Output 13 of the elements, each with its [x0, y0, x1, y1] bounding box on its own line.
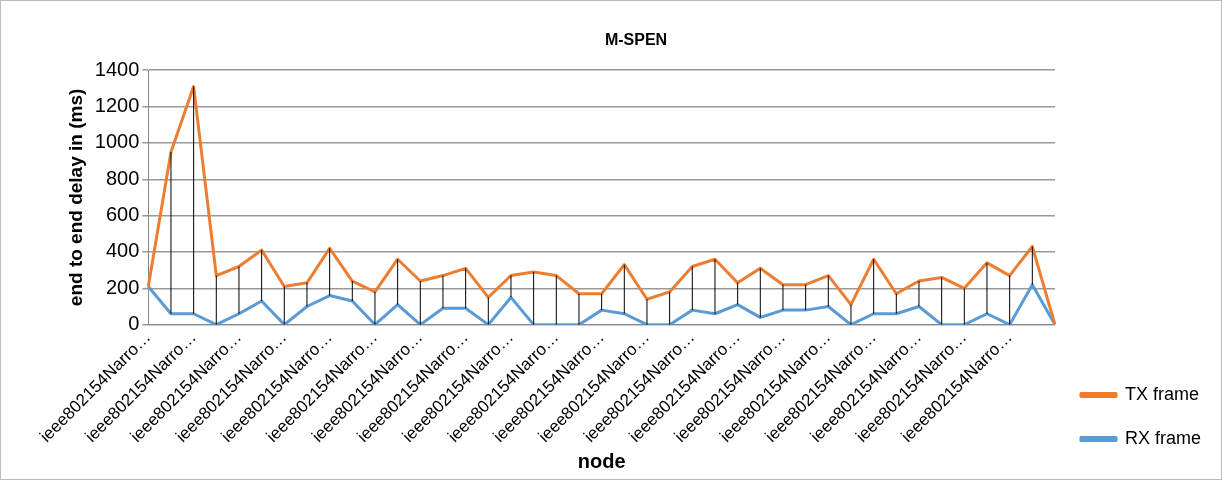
y-tick-label: 800 [105, 166, 140, 189]
y-tick-label: 1400 [94, 57, 140, 80]
legend-label: TX frame [1124, 383, 1199, 404]
chart-title: M-SPEN [604, 31, 668, 49]
x-axis-title: node [577, 449, 626, 472]
y-tick-label: 0 [128, 312, 140, 335]
y-tick-label: 1200 [94, 94, 140, 117]
y-tick-label: 400 [105, 239, 140, 262]
y-tick-label: 1000 [94, 130, 140, 153]
y-tick-label: 200 [105, 275, 140, 298]
y-tick-label: 600 [105, 203, 140, 226]
legend-label: RX frame [1124, 427, 1202, 448]
y-axis-title: end to end delay in (ms) [64, 88, 86, 307]
